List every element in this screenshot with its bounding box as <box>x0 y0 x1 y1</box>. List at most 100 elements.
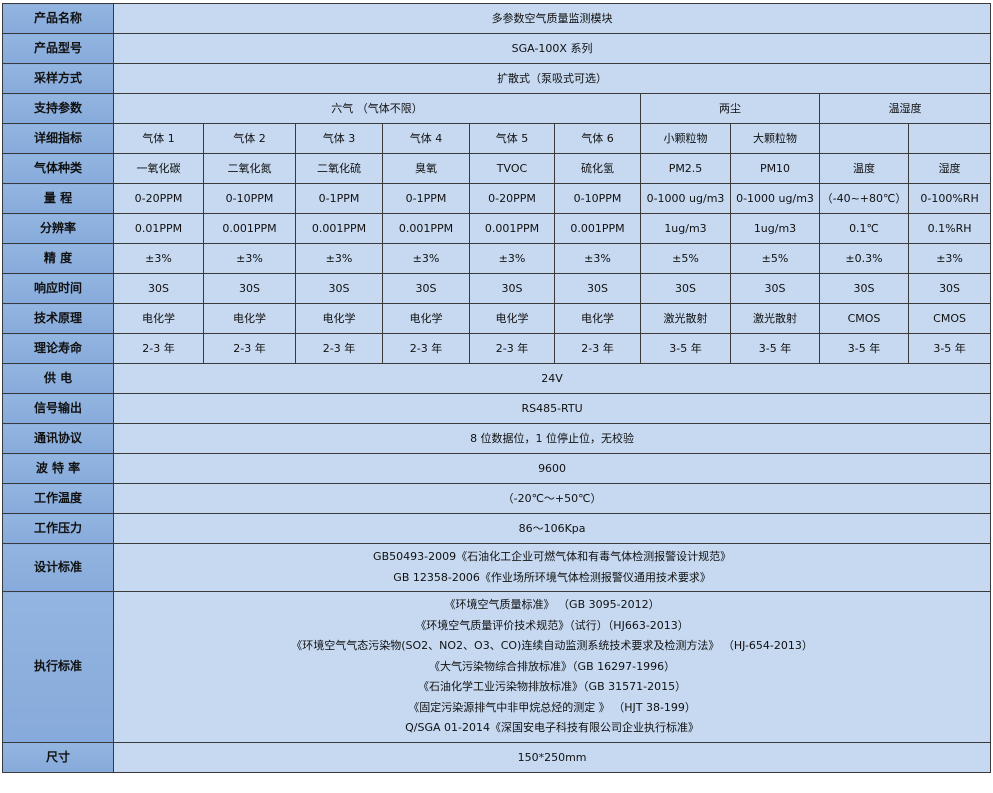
value-cell: 电化学 <box>469 303 555 334</box>
value-cell: 1ug/m3 <box>640 213 731 244</box>
value-cell: 气体 5 <box>469 123 555 154</box>
value-cell <box>907 123 992 154</box>
row-detail: 详细指标 气体 1 气体 2 气体 3 气体 4 气体 5 气体 6 小颗粒物 大颗粒物 <box>2 123 992 154</box>
row-label: 量 程 <box>2 183 114 214</box>
row-label: 执行标准 <box>2 591 114 743</box>
value-cell: 30S <box>113 273 204 304</box>
standard-line: GB 12358-2006《作业场所环境气体检测报警仪通用技术要求》 <box>393 570 711 584</box>
value-cell: ±3% <box>113 243 204 274</box>
value-cell: 1ug/m3 <box>730 213 820 244</box>
value-cell: ±3% <box>469 243 555 274</box>
value-cell: 激光散射 <box>640 303 731 334</box>
value-cell: 硫化氢 <box>554 153 641 184</box>
value-cell: 0-10PPM <box>554 183 641 214</box>
row-sampling: 采样方式 扩散式（泵吸式可选） <box>2 63 992 94</box>
value-cell: PM2.5 <box>640 153 731 184</box>
value-cell: 一氧化碳 <box>113 153 204 184</box>
value-cell: CMOS <box>819 303 909 334</box>
standard-line: Q/SGA 01-2014《深国安电子科技有限公司企业执行标准》 <box>405 721 699 734</box>
row-design: 设计标准 GB50493-2009《石油化工企业可燃气体和有毒气体检测报警设计规范… <box>2 543 992 592</box>
value-cell: 2-3 年 <box>295 333 383 364</box>
value-cell: 30S <box>295 273 383 304</box>
row-label: 采样方式 <box>2 63 114 94</box>
spec-table: 产品名称 多参数空气质量监测模块 产品型号 SGA-100X 系列 采样方式 扩散式（泵吸… <box>2 3 992 773</box>
value-cell: 0-1000 ug/m3 <box>730 183 820 214</box>
value-cell: 电化学 <box>295 303 383 334</box>
row-params: 支持参数 六气 （气体不限） 两尘 温湿度 <box>2 93 992 124</box>
value-cell: 0-10PPM <box>203 183 296 214</box>
value-cell: PM10 <box>730 153 820 184</box>
row-value: RS485-RTU <box>112 393 992 424</box>
value-cell: 电化学 <box>382 303 470 334</box>
value-cell: ±3% <box>907 243 992 274</box>
value-cell: 气体 2 <box>203 123 296 154</box>
row-label: 支持参数 <box>2 93 114 124</box>
row-model: 产品型号 SGA-100X 系列 <box>2 33 992 64</box>
value-cell: 0.001PPM <box>469 213 555 244</box>
value-cell: 气体 1 <box>113 123 204 154</box>
standard-line: 《固定污染源排气中非甲烷总烃的测定 》 （HJT 38-199） <box>408 700 696 714</box>
value-cell: 2-3 年 <box>113 333 204 364</box>
row-gas: 气体种类 一氧化碳 二氧化氮 二氧化硫 臭氧 TVOC 硫化氢 PM2.5 PM10 温度 湿度 <box>2 153 992 184</box>
value-cell: 二氧化氮 <box>203 153 296 184</box>
row-label: 精 度 <box>2 243 114 274</box>
value-cell: 0.001PPM <box>554 213 641 244</box>
value-cell: 3-5 年 <box>907 333 992 364</box>
value-cell: 臭氧 <box>382 153 470 184</box>
value-cell: 30S <box>730 273 820 304</box>
value-cell: 0-1PPM <box>295 183 383 214</box>
value-cell: 2-3 年 <box>203 333 296 364</box>
group-header: 温湿度 <box>818 93 992 124</box>
value-cell: 0.01PPM <box>113 213 204 244</box>
value-cell: 电化学 <box>554 303 641 334</box>
row-response: 响应时间 30S 30S 30S 30S 30S 30S 30S 30S 30S 30S <box>2 273 992 304</box>
value-cell: 小颗粒物 <box>640 123 731 154</box>
row-power: 供 电 24V <box>2 363 992 394</box>
value-cell: ±5% <box>640 243 731 274</box>
row-label: 分辨率 <box>2 213 114 244</box>
row-temp: 工作温度 （-20℃～+50℃） <box>2 483 992 514</box>
value-cell: （-40~+80℃） <box>819 183 909 214</box>
value-cell: 0.1%RH <box>907 213 992 244</box>
row-protocol: 通讯协议 8 位数据位，1 位停止位，无校验 <box>2 423 992 454</box>
row-label: 气体种类 <box>2 153 114 184</box>
value-cell: 0.001PPM <box>382 213 470 244</box>
value-cell: 30S <box>819 273 909 304</box>
row-resolution: 分辨率 0.01PPM 0.001PPM 0.001PPM 0.001PPM 0.001P… <box>2 213 992 244</box>
value-cell: 2-3 年 <box>469 333 555 364</box>
row-value: 扩散式（泵吸式可选） <box>112 63 992 94</box>
value-cell: 气体 4 <box>382 123 470 154</box>
row-value: （-20℃～+50℃） <box>112 483 992 514</box>
value-cell: CMOS <box>907 303 992 334</box>
value-cell: 0.1℃ <box>819 213 909 244</box>
row-value: 150*250mm <box>112 741 992 773</box>
standard-line: 《大气污染物综合排放标准》（GB 16297-1996） <box>429 659 676 673</box>
standard-line: GB50493-2009《石油化工企业可燃气体和有毒气体检测报警设计规范》 <box>373 550 732 563</box>
value-cell: ±5% <box>730 243 820 274</box>
standard-line: 《环境空气质量标准》 （GB 3095-2012） <box>444 598 660 611</box>
value-cell: 0-20PPM <box>469 183 555 214</box>
row-exec: 执行标准 《环境空气质量标准》 （GB 3095-2012） 《环境空气质量评价技术… <box>2 591 992 743</box>
row-value: 9600 <box>112 453 992 484</box>
row-label: 设计标准 <box>2 543 114 592</box>
row-label: 尺寸 <box>2 741 114 773</box>
value-cell: 30S <box>554 273 641 304</box>
value-cell: 30S <box>640 273 731 304</box>
row-label: 产品型号 <box>2 33 114 64</box>
value-cell: 电化学 <box>203 303 296 334</box>
value-cell: 激光散射 <box>730 303 820 334</box>
value-cell: 电化学 <box>113 303 204 334</box>
row-label: 技术原理 <box>2 303 114 334</box>
row-label: 波 特 率 <box>2 453 114 484</box>
value-cell: 3-5 年 <box>730 333 820 364</box>
row-label: 供 电 <box>2 363 114 394</box>
value-cell: 2-3 年 <box>554 333 641 364</box>
row-baud: 波 特 率 9600 <box>2 453 992 484</box>
value-cell: 0.001PPM <box>295 213 383 244</box>
value-cell: 气体 6 <box>554 123 641 154</box>
value-cell: 30S <box>203 273 296 304</box>
value-cell: 0-100%RH <box>907 183 992 214</box>
value-cell <box>819 123 909 154</box>
group-header: 六气 （气体不限） <box>113 93 641 124</box>
